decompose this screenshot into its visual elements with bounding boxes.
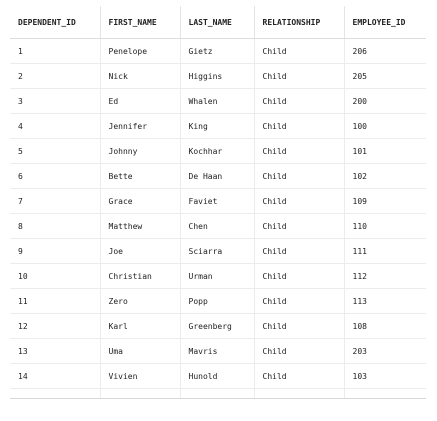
cell-relationship[interactable]: Child [254, 313, 345, 339]
cell-relationship[interactable]: Child [254, 338, 345, 364]
cell-last-name[interactable]: Gietz [180, 38, 255, 64]
cell-first-name[interactable]: Joe [100, 238, 181, 264]
cell-dependent-id[interactable]: 10 [10, 263, 101, 289]
table-row[interactable]: 10 Christian Urman Child 112 [10, 263, 426, 289]
cell-last-name[interactable]: Greenberg [180, 313, 255, 339]
cell-employee-id[interactable]: 103 [344, 363, 426, 389]
cell-employee-id[interactable]: 104 [344, 388, 426, 398]
cell-relationship[interactable]: Child [254, 263, 345, 289]
cell-relationship[interactable]: Child [254, 213, 345, 239]
cell-last-name[interactable]: De Haan [180, 163, 255, 189]
cell-relationship[interactable]: Child [254, 63, 345, 89]
cell-last-name[interactable]: Sciarra [180, 238, 255, 264]
cell-last-name[interactable]: King [180, 113, 255, 139]
cell-relationship[interactable]: Child [254, 363, 345, 389]
results-table: DEPENDENT_ID FIRST_NAME LAST_NAME RELATI… [10, 6, 426, 398]
cell-first-name[interactable]: Bette [100, 163, 181, 189]
table-row[interactable]: 5 Johnny Kochhar Child 101 [10, 138, 426, 164]
cell-relationship[interactable]: Child [254, 388, 345, 398]
cell-last-name[interactable]: Mavris [180, 338, 255, 364]
cell-dependent-id[interactable]: 8 [10, 213, 101, 239]
cell-employee-id[interactable]: 100 [344, 113, 426, 139]
results-grid[interactable]: DEPENDENT_ID FIRST_NAME LAST_NAME RELATI… [10, 6, 426, 399]
cell-employee-id[interactable]: 110 [344, 213, 426, 239]
cell-employee-id[interactable]: 203 [344, 338, 426, 364]
column-header-relationship[interactable]: RELATIONSHIP [254, 6, 345, 39]
cell-first-name[interactable]: Grace [100, 188, 181, 214]
cell-dependent-id[interactable]: 6 [10, 163, 101, 189]
cell-dependent-id[interactable]: 13 [10, 338, 101, 364]
cell-first-name[interactable]: Karl [100, 313, 181, 339]
cell-employee-id[interactable]: 111 [344, 238, 426, 264]
table-row[interactable]: 4 Jennifer King Child 100 [10, 113, 426, 139]
cell-last-name[interactable]: Higgins [180, 63, 255, 89]
cell-first-name[interactable]: Christian [100, 263, 181, 289]
table-row[interactable]: 12 Karl Greenberg Child 108 [10, 313, 426, 339]
cell-employee-id[interactable]: 112 [344, 263, 426, 289]
cell-relationship[interactable]: Child [254, 288, 345, 314]
cell-employee-id[interactable]: 109 [344, 188, 426, 214]
table-row[interactable]: 7 Grace Faviet Child 109 [10, 188, 426, 214]
cell-relationship[interactable]: Child [254, 38, 345, 64]
column-header-dependent-id[interactable]: DEPENDENT_ID [10, 6, 101, 39]
column-header-last-name[interactable]: LAST_NAME [180, 6, 255, 39]
cell-employee-id[interactable]: 206 [344, 38, 426, 64]
table-row[interactable]: 14 Vivien Hunold Child 103 [10, 363, 426, 389]
cell-dependent-id[interactable]: 5 [10, 138, 101, 164]
cell-relationship[interactable]: Child [254, 138, 345, 164]
cell-first-name[interactable]: Matthew [100, 213, 181, 239]
cell-first-name[interactable]: Ed [100, 88, 181, 114]
cell-dependent-id[interactable]: 9 [10, 238, 101, 264]
table-row[interactable]: 8 Matthew Chen Child 110 [10, 213, 426, 239]
cell-first-name[interactable]: Nick [100, 63, 181, 89]
cell-last-name[interactable]: Ernst [180, 388, 255, 398]
column-header-first-name[interactable]: FIRST_NAME [100, 6, 181, 39]
cell-dependent-id[interactable]: 11 [10, 288, 101, 314]
cell-last-name[interactable]: Popp [180, 288, 255, 314]
cell-dependent-id[interactable]: 2 [10, 63, 101, 89]
table-row[interactable]: 13 Uma Mavris Child 203 [10, 338, 426, 364]
cell-employee-id[interactable]: 101 [344, 138, 426, 164]
table-row[interactable]: 9 Joe Sciarra Child 111 [10, 238, 426, 264]
cell-dependent-id[interactable]: 1 [10, 38, 101, 64]
cell-employee-id[interactable]: 113 [344, 288, 426, 314]
cell-relationship[interactable]: Child [254, 163, 345, 189]
table-row[interactable]: 3 Ed Whalen Child 200 [10, 88, 426, 114]
cell-last-name[interactable]: Whalen [180, 88, 255, 114]
cell-relationship[interactable]: Child [254, 113, 345, 139]
cell-employee-id[interactable]: 205 [344, 63, 426, 89]
cell-first-name[interactable]: Penelope [100, 38, 181, 64]
cell-first-name[interactable]: Cuba [100, 388, 181, 398]
cell-relationship[interactable]: Child [254, 238, 345, 264]
cell-last-name[interactable]: Kochhar [180, 138, 255, 164]
cell-last-name[interactable]: Hunold [180, 363, 255, 389]
cell-first-name[interactable]: Vivien [100, 363, 181, 389]
cell-dependent-id[interactable]: 4 [10, 113, 101, 139]
cell-dependent-id[interactable]: 3 [10, 88, 101, 114]
table-row[interactable]: 15CubaErnstChild104 [10, 388, 426, 398]
cell-dependent-id[interactable]: 15 [10, 388, 101, 398]
cell-first-name[interactable]: Jennifer [100, 113, 181, 139]
table-row[interactable]: 2 Nick Higgins Child 205 [10, 63, 426, 89]
cell-relationship[interactable]: Child [254, 188, 345, 214]
cell-last-name[interactable]: Faviet [180, 188, 255, 214]
cell-dependent-id[interactable]: 12 [10, 313, 101, 339]
table-row[interactable]: 6 Bette De Haan Child 102 [10, 163, 426, 189]
column-header-employee-id[interactable]: EMPLOYEE_ID [344, 6, 426, 39]
cell-first-name[interactable]: Zero [100, 288, 181, 314]
cell-employee-id[interactable]: 108 [344, 313, 426, 339]
cell-relationship[interactable]: Child [254, 88, 345, 114]
cell-last-name[interactable]: Chen [180, 213, 255, 239]
cell-first-name[interactable]: Johnny [100, 138, 181, 164]
table-row[interactable]: 1 Penelope Gietz Child 206 [10, 38, 426, 64]
cell-employee-id[interactable]: 102 [344, 163, 426, 189]
cell-dependent-id[interactable]: 14 [10, 363, 101, 389]
header-row: DEPENDENT_ID FIRST_NAME LAST_NAME RELATI… [10, 6, 426, 39]
table-row[interactable]: 11 Zero Popp Child 113 [10, 288, 426, 314]
cell-dependent-id[interactable]: 7 [10, 188, 101, 214]
cell-employee-id[interactable]: 200 [344, 88, 426, 114]
cell-last-name[interactable]: Urman [180, 263, 255, 289]
cell-first-name[interactable]: Uma [100, 338, 181, 364]
